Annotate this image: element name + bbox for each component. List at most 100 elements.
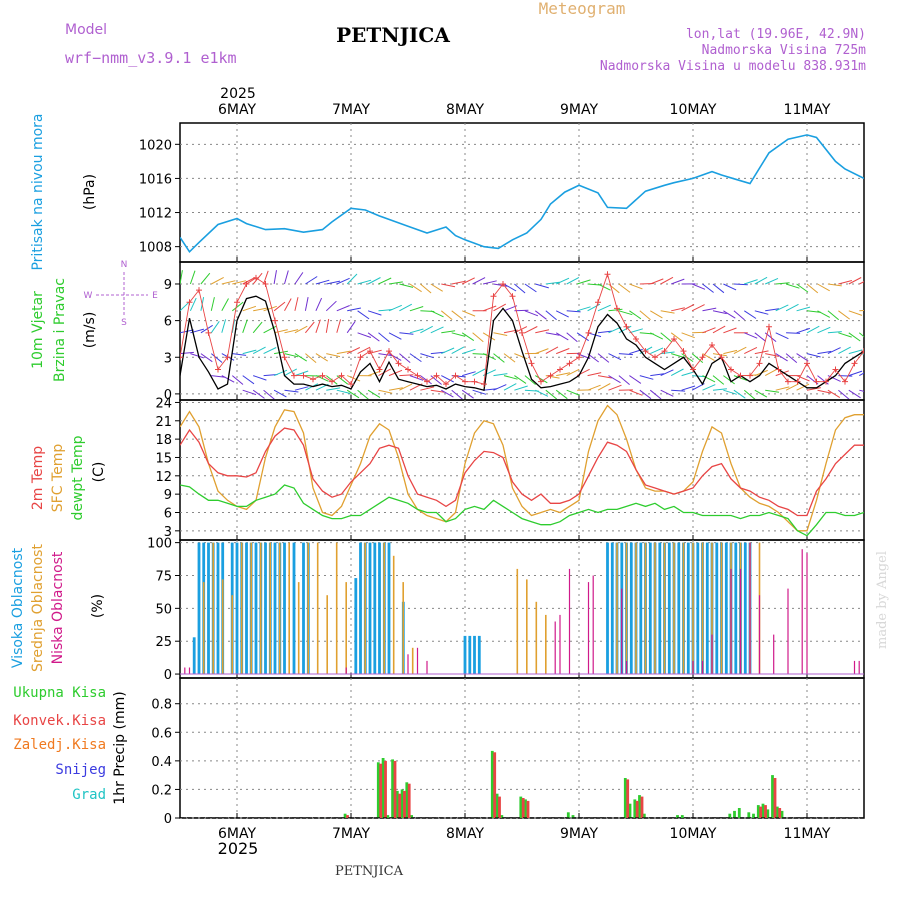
wind-arrow bbox=[848, 277, 862, 285]
wind-arrow bbox=[576, 279, 591, 285]
total-precip-bar bbox=[771, 775, 774, 818]
low-cloud-bar bbox=[625, 660, 628, 674]
wind-arrow bbox=[754, 332, 767, 342]
wind-arrow bbox=[252, 389, 265, 399]
wind-arrow bbox=[190, 353, 204, 359]
high-cloud-bar bbox=[273, 542, 277, 674]
mid-cloud-bar bbox=[392, 555, 395, 675]
wind-arrow bbox=[618, 283, 631, 293]
wind-arrow bbox=[555, 389, 568, 400]
wind-arrow bbox=[253, 307, 267, 312]
gust-marker bbox=[405, 366, 411, 373]
wind-arrow bbox=[848, 332, 861, 342]
low-cloud-bar bbox=[853, 660, 856, 674]
total-precip-bar bbox=[761, 803, 765, 818]
wind-arrow bbox=[221, 298, 229, 312]
high-cloud-bar bbox=[264, 542, 267, 674]
wind-arrow bbox=[608, 308, 623, 312]
wind-arrow bbox=[232, 389, 246, 390]
wind-arrow bbox=[712, 283, 725, 294]
wind-arrow bbox=[545, 389, 558, 400]
high-cloud-bar bbox=[378, 542, 381, 674]
wind-arrow bbox=[441, 283, 456, 288]
gust-marker bbox=[243, 280, 250, 287]
coords-label: lon,lat (19.96E, 42.9N) bbox=[686, 27, 866, 42]
mid-cloud-bar bbox=[326, 595, 328, 675]
wind-arrow bbox=[765, 308, 780, 312]
wind-arrow bbox=[180, 370, 193, 376]
wind-arrow bbox=[210, 297, 215, 311]
wind-arrow bbox=[796, 283, 809, 293]
high-cloud-bar bbox=[283, 542, 286, 674]
wind-arrow bbox=[294, 272, 304, 285]
wind-arrow bbox=[712, 375, 725, 385]
wind-arrow bbox=[650, 373, 665, 377]
low-cloud-bar bbox=[188, 667, 191, 675]
wind-arrow bbox=[545, 310, 557, 321]
total-precip-bar bbox=[566, 812, 570, 818]
wind-arrow bbox=[785, 383, 799, 391]
low-cloud-bar bbox=[730, 568, 732, 674]
gust-marker bbox=[737, 372, 744, 379]
wind-arrow bbox=[796, 327, 810, 334]
gust-marker bbox=[414, 372, 421, 379]
total-precip-bar bbox=[642, 813, 646, 818]
gust-marker bbox=[804, 360, 810, 367]
wind-arrow bbox=[587, 372, 602, 377]
wind-arrow bbox=[231, 318, 236, 333]
bottom-day-label: 7MAY bbox=[332, 826, 370, 842]
mid-cloud-bar bbox=[335, 542, 338, 674]
mid-cloud-bar bbox=[701, 542, 704, 674]
wind-arrow bbox=[284, 368, 298, 377]
wind-arrow bbox=[430, 375, 442, 385]
mid-cloud-bar bbox=[202, 582, 205, 675]
wind-arrow bbox=[420, 353, 434, 359]
gust-marker bbox=[509, 293, 516, 300]
wind-arrow bbox=[378, 309, 393, 312]
wind-arrow bbox=[211, 375, 226, 378]
wind-arrow bbox=[775, 386, 790, 391]
wind-arrow bbox=[733, 389, 746, 399]
y-tick-label: 1012 bbox=[139, 207, 172, 222]
wind-arrow bbox=[305, 383, 319, 391]
top-year-label: 2025 bbox=[220, 86, 256, 102]
wind-arrow bbox=[189, 297, 197, 312]
wind-arrow bbox=[744, 279, 758, 285]
wind-arrow bbox=[702, 384, 716, 391]
wind-arrow bbox=[618, 353, 633, 356]
wind-arrow bbox=[430, 351, 445, 355]
wind-arrow bbox=[806, 283, 819, 294]
y-tick-label: 0.4 bbox=[151, 755, 172, 770]
high-cloud-bar bbox=[724, 542, 728, 674]
wind-arrow bbox=[315, 319, 321, 333]
panel-frame bbox=[179, 539, 865, 679]
gust-marker bbox=[310, 376, 316, 383]
wind-arrow bbox=[441, 389, 454, 398]
gust-marker bbox=[823, 378, 829, 385]
total-precip-bar bbox=[676, 815, 679, 818]
y-tick-label: 1008 bbox=[139, 241, 172, 256]
wind-arrow bbox=[566, 276, 580, 285]
y-tick-label: 3 bbox=[164, 525, 172, 540]
top-date-axis: 6MAY 7MAY 8MAY 9MAY 10MAY 11MAY bbox=[218, 102, 831, 118]
elevation-label: Nadmorska Visina 725m bbox=[702, 43, 867, 58]
wind-arrow bbox=[200, 353, 213, 363]
made-by-credit: made by Angel bbox=[875, 551, 890, 649]
wind-arrow bbox=[660, 276, 674, 285]
top-day-label: 6MAY bbox=[218, 102, 256, 118]
total-precip-bar bbox=[524, 799, 527, 818]
wind-unit: (m/s) bbox=[82, 312, 98, 349]
mid-cloud-bar bbox=[526, 579, 528, 674]
gust-marker bbox=[224, 354, 231, 361]
conv-precip-bar bbox=[526, 800, 530, 818]
high-cloud-bar bbox=[677, 542, 681, 674]
wind-arrow bbox=[608, 326, 622, 334]
mid-cloud-bar bbox=[278, 542, 281, 674]
snow-legend: Snijeg bbox=[55, 762, 106, 778]
wind-arrow bbox=[399, 383, 413, 391]
wind-arrow bbox=[723, 283, 737, 291]
y-tick-label: 1020 bbox=[139, 138, 172, 153]
mid-cloud-bar bbox=[663, 542, 666, 674]
gust-marker bbox=[319, 372, 326, 379]
